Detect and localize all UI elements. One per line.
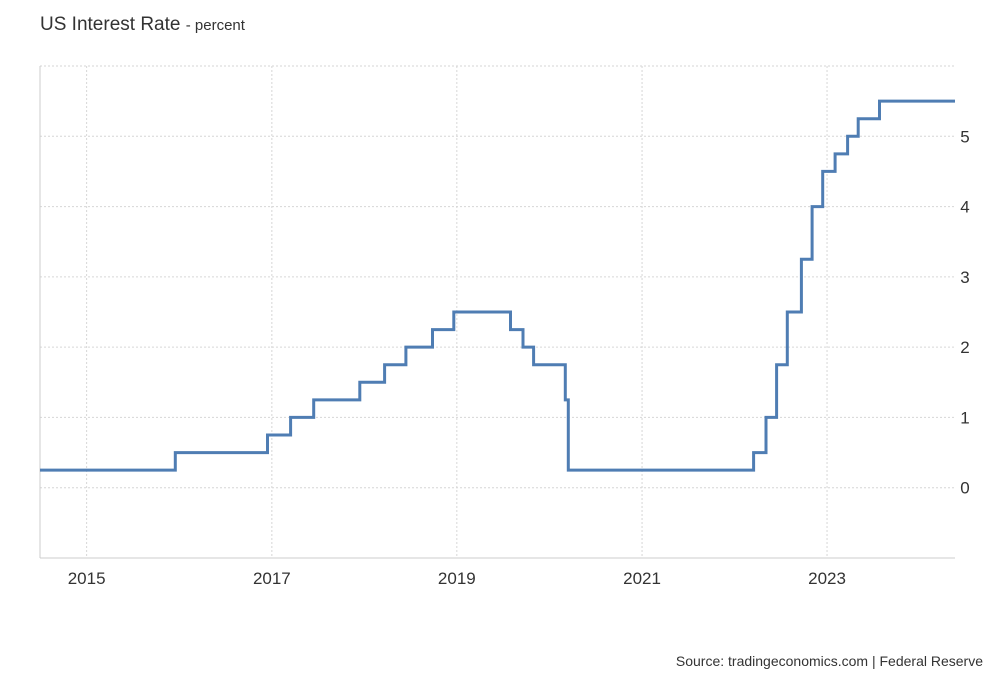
y-tick-label: 0 (960, 479, 969, 498)
x-tick-label: 2023 (808, 569, 846, 588)
x-tick-label: 2017 (253, 569, 291, 588)
x-tick-label: 2015 (68, 569, 106, 588)
x-tick-label: 2021 (623, 569, 661, 588)
y-tick-label: 1 (960, 408, 969, 427)
y-tick-label: 5 (960, 127, 969, 146)
x-tick-label: 2019 (438, 569, 476, 588)
chart-subtitle: - percent (185, 17, 245, 34)
series-layer (40, 99, 955, 472)
series-line-interest-rate (40, 99, 955, 472)
y-tick-label: 2 (960, 338, 969, 357)
chart-title: US Interest Rate - percent (40, 14, 245, 36)
y-tick-label: 3 (960, 268, 969, 287)
axis-layer (39, 66, 955, 559)
y-tick-label: 4 (960, 198, 969, 217)
source-attribution: Source: tradingeconomics.com | Federal R… (675, 653, 983, 669)
label-layer: 0 1 2 3 4 5 2015 2017 2019 2021 2023 (68, 127, 970, 588)
chart-title-text: US Interest Rate (40, 14, 181, 35)
